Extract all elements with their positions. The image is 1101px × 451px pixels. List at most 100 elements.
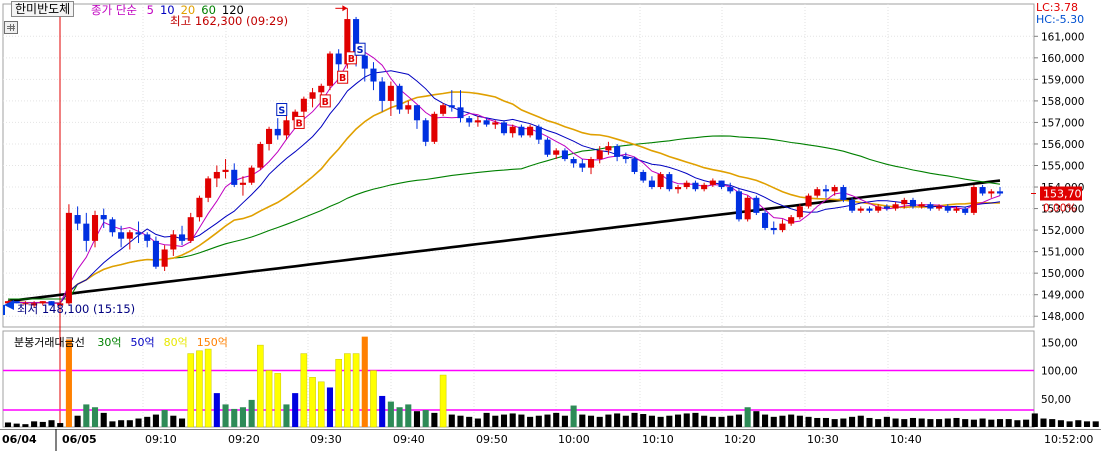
volume-bar — [970, 419, 977, 427]
candle-body — [953, 208, 960, 211]
volume-bar — [474, 418, 481, 427]
candle-body — [266, 128, 273, 144]
volume-bar — [118, 420, 125, 427]
candle-body — [396, 85, 403, 110]
signal-label: B — [322, 97, 329, 108]
volume-bar — [674, 414, 682, 427]
volume-bar — [448, 414, 455, 427]
volume-bar — [326, 387, 334, 427]
volume-bar — [735, 414, 742, 427]
volume-bar — [379, 395, 386, 427]
volume-bar — [292, 393, 299, 427]
candle-body — [927, 204, 934, 209]
time-tick-label: 09:10 — [145, 433, 177, 446]
volume-bar — [918, 418, 925, 427]
signal-label: S — [278, 106, 285, 117]
candle-body — [379, 81, 386, 101]
volume-bar — [579, 414, 586, 427]
time-tick-label: 09:40 — [393, 433, 425, 446]
candle-body — [587, 159, 595, 168]
volume-bar — [979, 418, 986, 427]
candle-body — [561, 150, 568, 160]
candle-body — [213, 171, 220, 179]
volume-bar — [509, 413, 516, 427]
volume-bar — [640, 414, 647, 427]
candle-body — [370, 68, 377, 82]
time-tick-label: 09:30 — [310, 433, 342, 446]
volume-bar — [875, 419, 882, 427]
volume-bar — [152, 414, 159, 427]
candle-body — [239, 182, 246, 185]
candle-body — [431, 113, 438, 142]
volume-bar — [405, 404, 412, 427]
volume-bar — [13, 423, 20, 427]
signal-label: B — [296, 118, 303, 129]
volume-bar — [744, 407, 751, 427]
volume-bar — [344, 353, 351, 428]
signal-label: B — [348, 54, 355, 65]
volume-bar — [65, 339, 72, 427]
volume-bar — [239, 407, 246, 427]
volume-level-30억: 30억 — [97, 336, 122, 349]
volume-bar — [805, 416, 812, 427]
volume-bar — [213, 393, 220, 427]
stock-name[interactable]: 한미반도체 — [11, 1, 75, 17]
candle-body — [553, 150, 560, 155]
candle-body — [187, 217, 194, 241]
time-tick-label: 10:30 — [807, 433, 839, 446]
volume-bar — [283, 404, 290, 427]
candle-body — [622, 156, 629, 160]
signal-marker — [354, 42, 366, 56]
volume-bar — [657, 416, 664, 427]
volume-bar — [1083, 421, 1091, 427]
candle-body — [866, 208, 873, 211]
volume-bar — [352, 353, 360, 428]
candle-body — [779, 223, 786, 231]
volume-bar — [709, 416, 716, 427]
candle-body — [248, 167, 255, 183]
volume-bar — [953, 417, 960, 427]
volume-panel — [2, 330, 1035, 428]
candle-body — [361, 55, 368, 69]
grid-settings-icon[interactable] — [4, 21, 18, 34]
volume-bar — [1075, 420, 1082, 427]
candle-body — [962, 208, 969, 213]
volume-bar — [570, 405, 577, 427]
candle-body — [457, 107, 464, 119]
volume-bar — [1031, 413, 1038, 427]
volume-bar — [1049, 419, 1056, 427]
volume-levels: 30억 50억 80억 150억 — [88, 336, 228, 349]
candle-body — [901, 199, 908, 205]
candle-body — [474, 120, 481, 123]
candle-body — [936, 206, 943, 209]
candle-body — [970, 187, 977, 213]
price-tick-label: 159,000 — [1041, 74, 1084, 86]
candle-body — [448, 105, 455, 108]
candle-body — [979, 187, 986, 194]
candle-body — [944, 206, 951, 211]
volume-bar — [727, 415, 734, 427]
candle-body — [988, 191, 995, 194]
volume-bar — [265, 370, 273, 428]
candle-body — [126, 232, 133, 239]
volume-bar — [91, 407, 99, 427]
volume-bar — [553, 412, 560, 427]
ma-type-label: 종가 단순 — [91, 3, 137, 17]
current-change-label: 0.00% — [1043, 202, 1076, 214]
volume-tick-label: 100,00 — [1041, 366, 1078, 378]
volume-bar — [1014, 420, 1021, 427]
volume-bar — [866, 417, 873, 427]
candle-body — [440, 105, 447, 114]
candle-body — [205, 178, 212, 198]
candle-body — [57, 303, 64, 306]
candle-body — [805, 195, 812, 207]
signal-label: S — [357, 45, 364, 56]
price-tick-label: 158,000 — [1041, 96, 1084, 108]
candle-body — [39, 301, 46, 304]
volume-bar — [701, 415, 708, 427]
volume-bar — [257, 344, 264, 428]
ma-period-10: 10 — [159, 3, 175, 17]
candle-body — [74, 215, 81, 224]
candle-body — [631, 159, 638, 172]
